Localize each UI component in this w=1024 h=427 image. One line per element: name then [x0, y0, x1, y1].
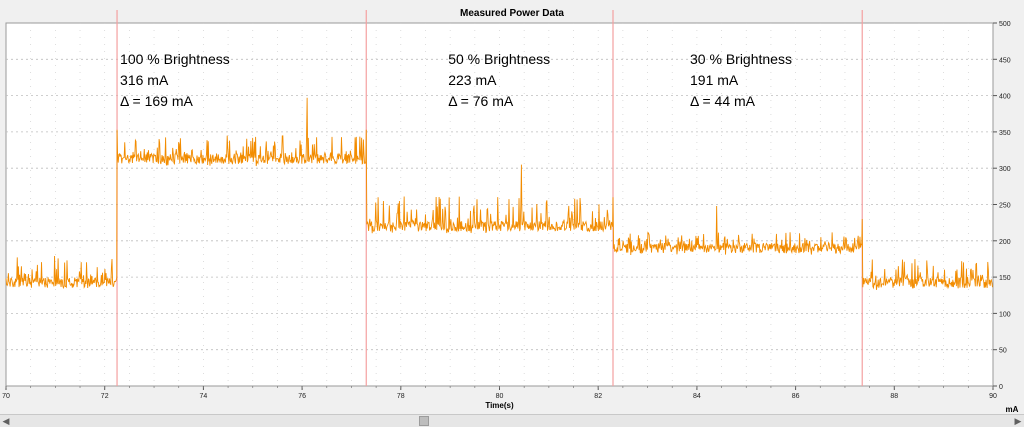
y-tick-label: 250 [999, 203, 1011, 210]
x-tick-label: 76 [298, 393, 306, 400]
annotation-line: 223 mA [448, 72, 497, 88]
annotation-line: Δ = 169 mA [120, 93, 193, 109]
x-tick-label: 72 [101, 393, 109, 400]
annotation-line: Δ = 44 mA [690, 93, 756, 109]
y-tick-label: 450 [999, 57, 1011, 64]
title-band [0, 0, 1024, 22]
x-tick-label: 70 [2, 393, 10, 400]
annotation-line: Δ = 76 mA [448, 93, 514, 109]
chart-canvas: Measured Power Data 0 50 100 150 200 250 300 350… [0, 0, 1024, 414]
horizontal-scrollbar[interactable]: ◀ ▶ [0, 414, 1024, 427]
y-tick-label: 50 [999, 348, 1007, 355]
scroll-right-arrow-icon[interactable]: ▶ [1014, 416, 1022, 426]
x-tick-label: 86 [792, 393, 800, 400]
y-tick-label: 500 [999, 21, 1011, 28]
x-tick-label: 78 [397, 393, 405, 400]
x-tick-label: 80 [496, 393, 504, 400]
annotation-line: 191 mA [690, 72, 739, 88]
y-tick-label: 200 [999, 239, 1011, 246]
scroll-thumb[interactable] [419, 416, 429, 426]
x-tick-label: 84 [693, 393, 701, 400]
y-tick-label: 400 [999, 94, 1011, 101]
x-axis-label: Time(s) [485, 401, 514, 410]
annotation-line: 50 % Brightness [448, 51, 550, 67]
y-tick-label: 100 [999, 311, 1011, 318]
x-tick-label: 74 [200, 393, 208, 400]
y-tick-label: 0 [999, 384, 1003, 391]
annotation-line: 30 % Brightness [690, 51, 792, 67]
series-line [5, 97, 993, 290]
y-tick-label: 150 [999, 275, 1011, 282]
x-tick-label: 82 [594, 393, 602, 400]
x-tick-label: 88 [890, 393, 898, 400]
chart-title: Measured Power Data [460, 8, 564, 19]
y-tick-label: 350 [999, 130, 1011, 137]
x-tick-label: 90 [989, 393, 997, 400]
annotation-line: 100 % Brightness [120, 51, 230, 67]
y-tick-label: 300 [999, 166, 1011, 173]
y-axis-unit-label: mA [1006, 405, 1019, 414]
annotation-line: 316 mA [120, 72, 169, 88]
scroll-left-arrow-icon[interactable]: ◀ [2, 416, 10, 426]
